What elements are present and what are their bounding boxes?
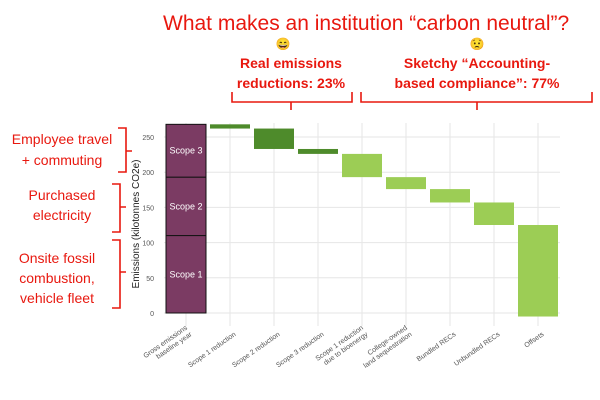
reduction-bar (386, 177, 426, 190)
y-tick-label: 50 (146, 276, 154, 283)
reduction-bar (430, 189, 470, 203)
x-tick-label: Scope 3 reduction (275, 331, 325, 369)
real-reductions-bracket (231, 92, 353, 110)
real-reductions-label-line2: reductions: 23% (237, 75, 346, 91)
onsite-fossil-label-line1: Onsite fossil (19, 250, 95, 266)
reduction-bar (210, 124, 250, 129)
reduction-bar (474, 202, 514, 225)
reduction-bar (518, 225, 558, 317)
purchased-electricity-label-line1: Purchased (29, 187, 96, 203)
y-tick-label: 100 (142, 241, 154, 248)
y-axis-ticks: 0 50 100 150 200 250 (142, 135, 154, 318)
onsite-fossil-label-line2: combustion, (19, 270, 94, 286)
employee-travel-label-line1: Employee travel (12, 131, 112, 147)
sketchy-label-line1: Sketchy “Accounting- (404, 55, 551, 71)
x-tick-label-group: Scope 3 reduction (275, 331, 325, 369)
onsite-fossil-label-line3: vehicle fleet (20, 290, 94, 306)
x-tick-label: Offsets (523, 331, 545, 350)
y-tick-label: 200 (142, 170, 154, 177)
sketchy-bracket (360, 92, 593, 110)
baseline-segment-bar (165, 123, 207, 178)
sketchy-label-line2: based compliance”: 77% (395, 75, 561, 91)
baseline-segment-label: Scope 3 (169, 146, 202, 156)
baseline-segment-bar (165, 176, 207, 237)
x-tick-label-group: Bundled RECs (416, 331, 458, 363)
x-tick-label: Scope 1 reduction (187, 331, 237, 369)
y-axis-label: Emissions (kilotonnes CO2e) (131, 160, 142, 289)
happy-emoji-icon: 😄 (276, 37, 291, 51)
x-tick-label-group: Offsets (523, 331, 545, 350)
reduction-bar (254, 128, 294, 149)
x-tick-label-group: Unbundled RECs (453, 331, 502, 368)
purchased-electricity-bracket (112, 183, 126, 233)
bars: Scope 1 Scope 2 Scope 3 (165, 123, 558, 317)
reduction-bar (298, 148, 338, 154)
x-tick-label-group: Scope 1 reduction (187, 331, 237, 369)
worried-emoji-icon: 😟 (470, 37, 485, 51)
purchased-electricity-label-line2: electricity (33, 207, 91, 223)
y-tick-label: 0 (150, 311, 154, 318)
y-tick-label: 250 (142, 135, 154, 142)
baseline-segment-label: Scope 2 (169, 201, 202, 211)
y-tick-label: 150 (142, 205, 154, 212)
baseline-segment-bar (165, 235, 207, 314)
x-tick-label-group: Scope 2 reduction (231, 331, 281, 369)
x-tick-label: Unbundled RECs (453, 331, 502, 368)
figure-title: What makes an institution “carbon neutra… (163, 12, 569, 35)
reduction-bar (342, 153, 382, 178)
x-tick-label: Scope 2 reduction (231, 331, 281, 369)
x-tick-label: Bundled RECs (416, 331, 458, 363)
baseline-segment-label: Scope 1 (169, 269, 202, 279)
onsite-fossil-bracket (112, 239, 126, 309)
real-reductions-label-line1: Real emissions (240, 55, 342, 71)
employee-travel-label-line2: + commuting (22, 152, 103, 168)
employee-travel-bracket (118, 127, 132, 173)
